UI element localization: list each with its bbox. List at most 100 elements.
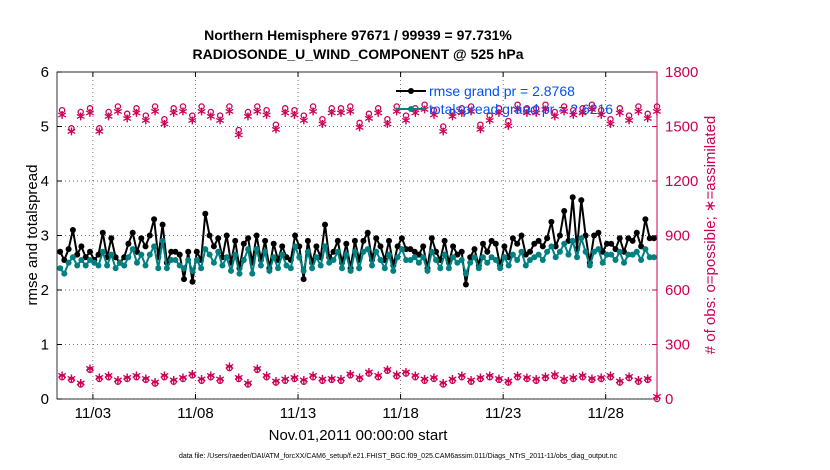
obs-possible-high-marker [532,105,540,112]
obs-assimilated-high-marker: * [179,105,188,125]
obs-possible-high-marker [216,112,224,119]
totalspread-point [548,243,555,250]
rmse-point [531,240,538,247]
obs-possible-high-marker [347,103,354,110]
y-left-tick-label: 0 [41,391,49,408]
rmse-point [398,235,405,242]
obs-possible-high-marker [300,112,308,119]
obs-assimilated-low-marker: * [309,369,318,389]
obs-possible-high-marker [68,125,75,132]
rmse-point [377,243,384,250]
totalspread-point [99,248,106,255]
y-right-tick-label: 1800 [665,64,698,81]
obs-assimilated-high-marker: * [327,107,336,127]
obs-assimilated-low-marker: * [216,373,225,393]
obs-assimilated-low-marker: * [104,369,113,389]
obs-assimilated-high-marker: * [364,112,373,132]
rmse-point [621,248,627,255]
obs-possible-low-marker [579,373,586,381]
rmse-point [245,235,252,242]
obs-possible-low-marker [588,376,596,384]
rmse-point [95,251,102,258]
obs-assimilated-low-marker: * [625,370,634,390]
obs-possible-low-marker [216,377,224,385]
rmse-point [300,276,307,283]
obs-assimilated-high-marker: * [578,107,587,127]
legend-rmse-label: rmse grand pr = 2.8768 [429,83,575,99]
obs-assimilated-low-marker: * [290,371,299,391]
obs-possible-low-marker [635,378,642,385]
totalspread-point [428,248,435,255]
totalspread-point [283,262,290,269]
obs-possible-low-marker [421,377,428,385]
obs-possible-low-marker [523,375,531,383]
y-right-tick-label: 600 [665,282,690,299]
obs-assimilated-low-marker: * [160,369,169,389]
y-right-tick-label: 900 [665,228,690,245]
totalspread-point [193,257,200,263]
obs-possible-high-marker [198,103,205,110]
obs-possible-low-marker [532,377,540,385]
y-axis-right-label: # of obs: o=possible; ∗=assimilated [702,116,719,355]
rmse-point [65,246,72,253]
obs-assimilated-low-marker: * [485,369,494,389]
rmse-point [206,232,213,239]
obs-assimilated-low-marker: * [141,372,150,392]
totalspread-point [556,248,563,255]
obs-possible-high-marker [263,106,270,114]
rmse-point [151,216,158,223]
totalspread-point [638,257,645,263]
rmse-point [527,248,533,255]
obs-possible-high-marker [467,103,475,110]
rmse-point [629,237,636,244]
rmse-point [484,248,491,255]
obs-possible-high-marker [430,106,438,114]
obs-assimilated-low-marker: * [615,375,624,395]
rmse-point [462,281,469,288]
rmse-point [428,235,435,242]
obs-assimilated-low-marker: * [179,371,188,391]
obs-possible-low-marker [161,373,168,381]
totalspread-point [492,257,499,263]
obs-possible-low-marker [244,381,252,388]
obs-assimilated-high-marker: * [271,123,280,143]
obs-possible-high-marker [291,106,298,114]
obs-possible-low-marker [374,373,382,381]
totalspread-point [61,270,68,277]
totalspread-point [69,254,76,261]
obs-assimilated-high-marker: * [513,103,522,123]
rmse-point [262,237,269,244]
obs-possible-low-marker [123,375,131,383]
rmse-point [138,235,145,242]
obs-assimilated-low-marker: * [364,366,373,386]
legend-spread-label: totalspread grand pr = 2.6216 [429,101,613,117]
rmse-point [159,221,166,228]
rmse-point [351,237,358,244]
obs-assimilated-low-marker: * [578,369,587,389]
totalspread-point [377,257,384,263]
obs-possible-low-marker [207,373,215,381]
obs-possible-low-marker [179,375,187,383]
rmse-point [279,243,286,250]
obs-assimilated-low-marker: * [281,373,290,393]
obs-possible-high-marker [151,103,159,110]
obs-possible-high-marker [635,103,642,110]
obs-possible-high-marker [374,105,382,112]
obs-assimilated-low-marker: * [429,371,438,391]
totalspread-point [527,257,533,263]
obs-possible-low-marker [309,373,317,381]
rmse-point [471,246,478,253]
totalspread-point [116,259,123,266]
rmse-point [360,237,367,244]
rmse-point [625,235,632,242]
totalspread-point [612,257,619,263]
totalspread-point [202,246,209,253]
totalspread-point [134,259,140,266]
obs-assimilated-low-marker: * [169,374,178,394]
totalspread-point [505,262,512,269]
obs-possible-low-marker [412,373,419,381]
rmse-point [232,237,239,244]
obs-possible-high-marker [570,106,577,114]
obs-possible-low-marker [291,375,298,383]
obs-assimilated-low-marker: * [346,367,355,387]
